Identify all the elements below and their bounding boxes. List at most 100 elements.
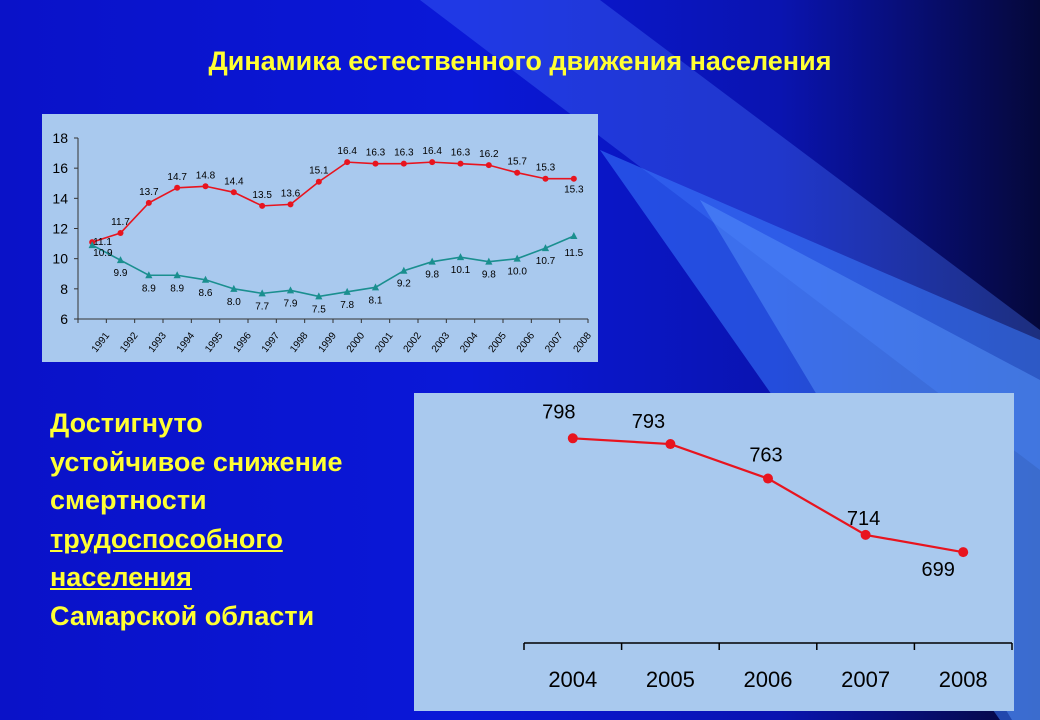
caption-line: трудоспособного (50, 523, 283, 554)
birth-value-label: 7.9 (284, 298, 298, 309)
x-tick-label: 1999 (317, 330, 340, 355)
mortality-rate-point (117, 230, 124, 237)
mortality-rate-point (174, 184, 181, 191)
x-tick-label: 1994 (175, 330, 198, 355)
birth-value-label: 10.7 (536, 256, 556, 267)
birth-value-label: 7.8 (340, 300, 354, 311)
x-tick-label: 2006 (744, 667, 793, 692)
birth-rate-point (428, 257, 436, 265)
x-tick-label: 2001 (373, 330, 396, 355)
x-tick-label: 2007 (543, 330, 566, 355)
mortality-value-label: 16.3 (451, 148, 471, 159)
y-tick-label: 14 (52, 190, 68, 206)
x-tick-label: 1992 (118, 330, 141, 355)
mortality-rate-point (315, 178, 322, 185)
x-tick-label: 1996 (232, 330, 255, 355)
mortality-rate-point (570, 175, 577, 182)
birth-rate-point (400, 266, 408, 274)
birth-value-label: 11.5 (564, 248, 583, 259)
mortality-value-label: 14.7 (167, 172, 187, 183)
mortality-rate-point (542, 175, 549, 182)
birth-rate-point (315, 292, 323, 300)
mortality-rate-point (429, 159, 436, 166)
caption-line: Достигнуто (50, 408, 203, 438)
mortality-value-label: 13.6 (281, 188, 301, 199)
birth-value-label: 9.9 (114, 268, 128, 279)
birth-rate-point (173, 271, 181, 279)
mortality-value-label: 699 (922, 559, 955, 581)
mortality-rate-point (372, 160, 379, 167)
x-tick-label: 2005 (487, 330, 510, 355)
y-tick-label: 12 (52, 221, 68, 237)
birth-rate-point (230, 284, 238, 292)
mortality-value-label: 16.3 (366, 148, 386, 159)
mortality-value-label: 13.5 (252, 190, 272, 201)
mortality-value-label: 763 (749, 445, 782, 467)
x-tick-label: 2006 (515, 330, 538, 355)
mortality-point (665, 439, 676, 450)
mortality-rate-point (457, 160, 464, 167)
mortality-rate-point (145, 199, 152, 206)
birth-rate-point (258, 289, 266, 297)
x-tick-label: 2008 (939, 667, 988, 692)
birth-value-label: 10.1 (451, 265, 471, 276)
birth-rate-point (513, 254, 521, 262)
y-tick-label: 10 (52, 251, 68, 267)
caption-line: Самарской области (50, 600, 315, 631)
birth-rate-line (91, 235, 575, 298)
y-tick-label: 8 (60, 281, 68, 297)
mortality-svg: 2004 2005 2006 2007 2008 798 793 763 714 699 (523, 401, 1013, 692)
y-tick-label: 6 (60, 311, 68, 327)
y-tick-label: 16 (52, 160, 68, 176)
x-tick-label: 1997 (260, 330, 283, 355)
birth-rate-point (145, 271, 153, 279)
x-tick-label: 2000 (345, 330, 368, 355)
mortality-value-label: 793 (632, 411, 665, 433)
birth-value-label: 9.8 (482, 270, 496, 281)
birth-rate-point (201, 275, 210, 283)
mortality-rate-point (202, 183, 209, 190)
birth-rate-point (541, 244, 550, 252)
birth-rate-point (88, 241, 96, 249)
mortality-value-label: 15.3 (536, 163, 556, 174)
mortality-value-label: 13.7 (139, 187, 159, 198)
birth-value-label: 10.0 (507, 267, 527, 278)
mortality-value-label: 714 (847, 508, 880, 530)
mortality-value-label: 798 (542, 401, 575, 423)
mortality-point (763, 473, 773, 484)
mortality-rate-point (287, 201, 294, 208)
birth-rate-point (456, 253, 465, 261)
birth-rate-point (286, 286, 295, 294)
caption-line: устойчивое снижение (50, 446, 343, 477)
slide-title: Динамика естественного движения населени… (208, 46, 832, 76)
birth-value-label: 8.0 (227, 297, 241, 308)
birth-rate-point (485, 257, 493, 265)
birth-value-label: 9.8 (425, 270, 439, 281)
mortality-value-label: 11.7 (111, 217, 130, 228)
x-tick-label: 2004 (458, 330, 481, 355)
caption-text: Достигнуто устойчивое снижение смертности т… (50, 404, 410, 635)
birth-value-label: 8.6 (199, 288, 213, 299)
population-dynamics-svg: 6 8 10 12 14 16 18 1991 1992 1993 1994 1995 1996 1997… (52, 130, 594, 355)
mortality-value-label: 14.8 (196, 170, 216, 181)
birth-value-label: 10.9 (93, 248, 113, 259)
birth-value-label: 8.1 (369, 295, 383, 306)
mortality-value-label: 16.4 (337, 146, 357, 157)
mortality-value-label: 16.2 (479, 149, 499, 160)
birth-value-label: 7.5 (312, 304, 326, 315)
x-tick-label: 1998 (288, 330, 311, 355)
mortality-chart: 2004 2005 2006 2007 2008 798 793 763 714 699 (414, 393, 1014, 711)
mortality-value-label: 14.4 (224, 176, 244, 187)
mortality-value-label: 15.7 (507, 157, 527, 168)
birth-value-label: 8.9 (170, 283, 184, 294)
mortality-value-label: 15.3 (564, 185, 584, 196)
birth-rate-point (570, 232, 578, 240)
x-tick-label: 2007 (841, 667, 890, 692)
birth-rate-point (371, 283, 380, 291)
caption-line: населения (50, 562, 192, 592)
birth-value-label: 9.2 (397, 279, 411, 290)
y-tick-label: 18 (52, 130, 68, 146)
x-tick-label: 1993 (147, 330, 170, 355)
mortality-rate-point (344, 159, 351, 166)
mortality-rate-point (259, 202, 266, 209)
